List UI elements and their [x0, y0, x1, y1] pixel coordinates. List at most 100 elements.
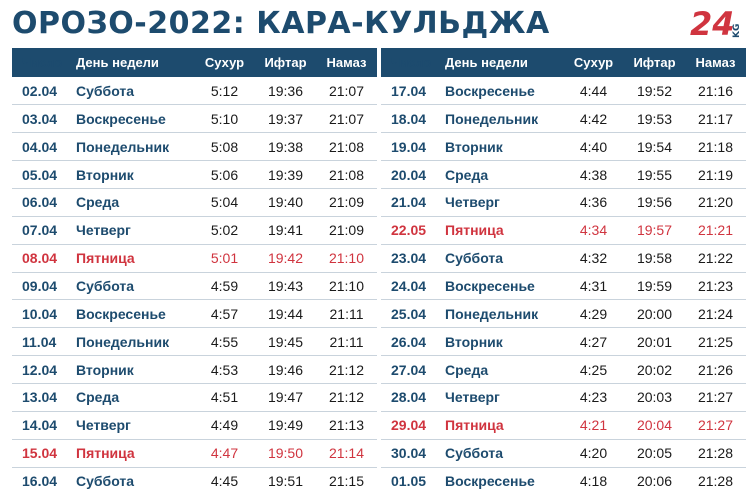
- cell-day: Воскресенье: [445, 82, 535, 99]
- header-day: День недели: [76, 55, 159, 70]
- schedule-table-left: Число День недели Сухур Ифтар Намаз 02.0…: [12, 48, 377, 495]
- cell-date: 18.04: [391, 110, 427, 127]
- cell-day: Пятница: [445, 417, 504, 434]
- cell-suhur: 4:53: [210, 361, 239, 378]
- cell-day: Воскресенье: [445, 473, 535, 490]
- cell-day: Воскресенье: [76, 110, 166, 127]
- cell-day: Вторник: [76, 361, 134, 378]
- cell-iftar: 19:43: [267, 277, 304, 294]
- cell-day: Понедельник: [76, 333, 170, 350]
- cell-iftar: 19:36: [267, 82, 304, 99]
- cell-day: Четверг: [445, 389, 500, 406]
- cell-iftar: 19:52: [636, 82, 673, 99]
- cell-namaz: 21:23: [697, 277, 734, 294]
- cell-date: 03.04: [22, 110, 58, 127]
- cell-day: Пятница: [76, 445, 135, 462]
- cell-date: 22.05: [391, 222, 427, 239]
- cell-iftar: 20:05: [636, 445, 673, 462]
- cell-namaz: 21:07: [328, 82, 365, 99]
- cell-namaz: 21:15: [328, 473, 365, 490]
- header-namaz: Намаз: [326, 55, 367, 70]
- table-row: 06.04 Среда 5:04 19:40 21:09: [12, 188, 377, 217]
- cell-iftar: 19:37: [267, 110, 304, 127]
- cell-suhur: 5:10: [210, 110, 239, 127]
- header-namaz: Намаз: [695, 55, 736, 70]
- cell-namaz: 21:11: [329, 305, 364, 322]
- table-row: 24.04 Воскресенье 4:31 19:59 21:23: [381, 272, 746, 300]
- table-row: 23.04 Суббота 4:32 19:58 21:22: [381, 244, 746, 273]
- logo-24kg-icon: 24 KG: [688, 4, 744, 44]
- cell-namaz: 21:17: [697, 110, 734, 127]
- cell-day: Суббота: [445, 445, 504, 462]
- table-row: 21.04 Четверг 4:36 19:56 21:20: [381, 188, 746, 217]
- cell-iftar: 20:03: [636, 389, 673, 406]
- cell-date: 25.04: [391, 305, 427, 322]
- cell-suhur: 4:59: [210, 277, 239, 294]
- table-row: 25.04 Понедельник 4:29 20:00 21:24: [381, 300, 746, 328]
- table-row: 10.04 Воскресенье 4:57 19:44 21:11: [12, 300, 377, 328]
- cell-suhur: 4:55: [210, 333, 239, 350]
- cell-suhur: 4:40: [579, 138, 608, 155]
- cell-date: 12.04: [22, 361, 58, 378]
- cell-date: 16.04: [22, 473, 58, 490]
- table-row: 04.04 Понедельник 5:08 19:38 21:08: [12, 133, 377, 161]
- cell-date: 08.04: [22, 250, 58, 267]
- cell-namaz: 21:26: [697, 361, 734, 378]
- cell-day: Понедельник: [445, 110, 539, 127]
- cell-namaz: 21:12: [328, 389, 365, 406]
- cell-suhur: 5:08: [210, 138, 239, 155]
- table-row: 07.04 Четверг 5:02 19:41 21:09: [12, 216, 377, 245]
- cell-day: Четверг: [445, 194, 500, 211]
- cell-iftar: 20:00: [636, 305, 673, 322]
- cell-date: 10.04: [22, 305, 58, 322]
- cell-suhur: 4:27: [579, 333, 608, 350]
- cell-namaz: 21:08: [328, 166, 365, 183]
- cell-day: Пятница: [76, 250, 135, 267]
- cell-namaz: 21:14: [328, 445, 365, 462]
- cell-iftar: 19:53: [636, 110, 673, 127]
- cell-suhur: 5:12: [210, 82, 239, 99]
- cell-namaz: 21:09: [328, 194, 365, 211]
- cell-iftar: 20:06: [636, 473, 673, 490]
- table-row: 17.04 Воскресенье 4:44 19:52 21:16: [381, 77, 746, 105]
- table-row: 13.04 Среда 4:51 19:47 21:12: [12, 383, 377, 412]
- cell-date: 23.04: [391, 250, 427, 267]
- cell-iftar: 19:44: [267, 305, 304, 322]
- cell-iftar: 19:50: [267, 445, 304, 462]
- cell-iftar: 19:39: [267, 166, 304, 183]
- cell-day: Суббота: [445, 250, 504, 267]
- cell-suhur: 4:21: [579, 417, 608, 434]
- table-row: 22.05 Пятница 4:34 19:57 21:21: [381, 216, 746, 245]
- cell-date: 17.04: [391, 82, 427, 99]
- cell-suhur: 4:20: [579, 445, 608, 462]
- cell-date: 20.04: [391, 166, 427, 183]
- cell-day: Четверг: [76, 222, 131, 239]
- cell-namaz: 21:27: [697, 389, 734, 406]
- cell-iftar: 19:57: [636, 222, 673, 239]
- schedule-table-right: Число День недели Сухур Ифтар Намаз 17.0…: [381, 48, 746, 495]
- cell-namaz: 21:18: [697, 138, 734, 155]
- table-row: 30.04 Суббота 4:20 20:05 21:28: [381, 439, 746, 468]
- cell-suhur: 4:47: [210, 445, 239, 462]
- table-row: 28.04 Четверг 4:23 20:03 21:27: [381, 383, 746, 412]
- table-row: 08.04 Пятница 5:01 19:42 21:10: [12, 244, 377, 273]
- cell-namaz: 21:22: [697, 250, 734, 267]
- cell-date: 04.04: [22, 138, 58, 155]
- cell-iftar: 19:42: [267, 250, 304, 267]
- cell-day: Понедельник: [76, 138, 170, 155]
- cell-iftar: 20:01: [636, 333, 673, 350]
- cell-namaz: 21:21: [697, 222, 734, 239]
- table-row: 05.04 Вторник 5:06 19:39 21:08: [12, 161, 377, 189]
- cell-day: Суббота: [76, 473, 135, 490]
- cell-namaz: 21:27: [697, 417, 734, 434]
- cell-iftar: 19:51: [267, 473, 304, 490]
- table-row: 20.04 Среда 4:38 19:55 21:19: [381, 161, 746, 189]
- cell-namaz: 21:09: [328, 222, 365, 239]
- cell-namaz: 21:28: [697, 473, 734, 490]
- cell-date: 11.04: [22, 333, 57, 350]
- cell-day: Среда: [76, 194, 120, 211]
- table-row: 12.04 Вторник 4:53 19:46 21:12: [12, 356, 377, 384]
- cell-day: Среда: [445, 361, 489, 378]
- cell-date: 28.04: [391, 389, 427, 406]
- cell-suhur: 4:57: [210, 305, 239, 322]
